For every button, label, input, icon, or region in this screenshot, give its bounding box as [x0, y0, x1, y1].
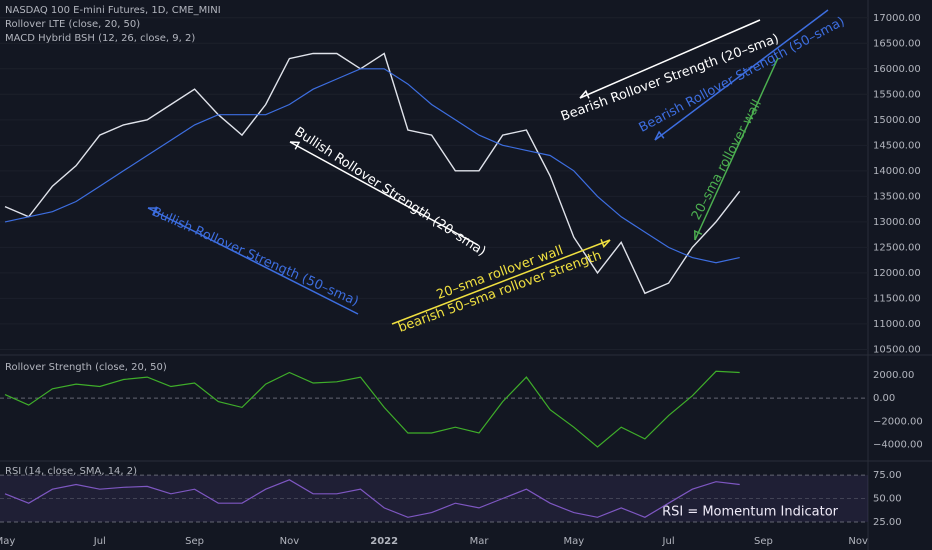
annotation-arrow: [147, 207, 359, 315]
y-tick-label: 11500.00: [873, 293, 921, 304]
y-tick-label: 17000.00: [873, 13, 921, 24]
y-tick-label: 50.00: [873, 494, 902, 505]
series-line: [4, 52, 741, 295]
header-indicator: Rollover LTE (close, 20, 50): [5, 19, 140, 30]
y-tick-label: 0.00: [873, 393, 895, 404]
annotation-arrow: [654, 9, 829, 141]
y-tick-label: 12500.00: [873, 242, 921, 253]
y-tick-label: 14500.00: [873, 140, 921, 151]
y-tick-label: 16000.00: [873, 64, 921, 75]
y-tick-label: 12000.00: [873, 268, 921, 279]
x-tick-label: Jul: [93, 536, 106, 547]
y-tick-label: 25.00: [873, 517, 902, 528]
y-tick-label: 10500.00: [873, 344, 921, 355]
x-tick-label: 2022: [370, 536, 398, 547]
annotation-arrow: [579, 19, 761, 99]
header-title: NASDAQ 100 E-mini Futures, 1D, CME_MINI: [5, 5, 221, 16]
pane-title: Rollover Strength (close, 20, 50): [5, 362, 167, 373]
arrow-head: [600, 238, 611, 248]
y-tick-label: −4000.00: [873, 440, 923, 451]
y-tick-label: −2000.00: [873, 416, 923, 427]
y-tick-label: 2000.00: [873, 370, 914, 381]
pane-note: RSI = Momentum Indicator: [662, 505, 839, 520]
annotation-arrow: [391, 239, 611, 325]
arrow-head: [289, 141, 301, 150]
arrow-head: [694, 229, 703, 241]
series-line: [4, 479, 740, 518]
arrow-head: [654, 130, 665, 141]
series-line: [4, 370, 740, 448]
y-tick-label: 13500.00: [873, 191, 921, 202]
x-tick-label: Nov: [280, 536, 300, 547]
y-tick-label: 16500.00: [873, 38, 921, 49]
x-tick-label: Jul: [662, 536, 675, 547]
pane-title: RSI (14, close, SMA, 14, 2): [5, 466, 137, 477]
annotation-arrow: [289, 141, 479, 246]
x-tick-label: May: [0, 536, 15, 547]
x-tick-label: Mar: [470, 536, 490, 547]
y-tick-label: 13000.00: [873, 217, 921, 228]
arrow-head: [147, 207, 159, 216]
arrow-head: [579, 89, 590, 99]
x-tick-label: May: [563, 536, 584, 547]
y-tick-label: 15000.00: [873, 115, 921, 126]
x-tick-label: Sep: [185, 536, 204, 547]
y-tick-label: 15500.00: [873, 89, 921, 100]
y-tick-label: 75.00: [873, 470, 902, 481]
annotation-arrow: [694, 57, 779, 241]
x-tick-label: Nov: [848, 536, 868, 547]
header-indicator: MACD Hybrid BSH (12, 26, close, 9, 2): [5, 33, 195, 44]
x-tick-label: Sep: [754, 536, 773, 547]
y-tick-label: 14000.00: [873, 166, 921, 177]
series-line: [4, 68, 740, 264]
y-tick-label: 11000.00: [873, 319, 921, 330]
